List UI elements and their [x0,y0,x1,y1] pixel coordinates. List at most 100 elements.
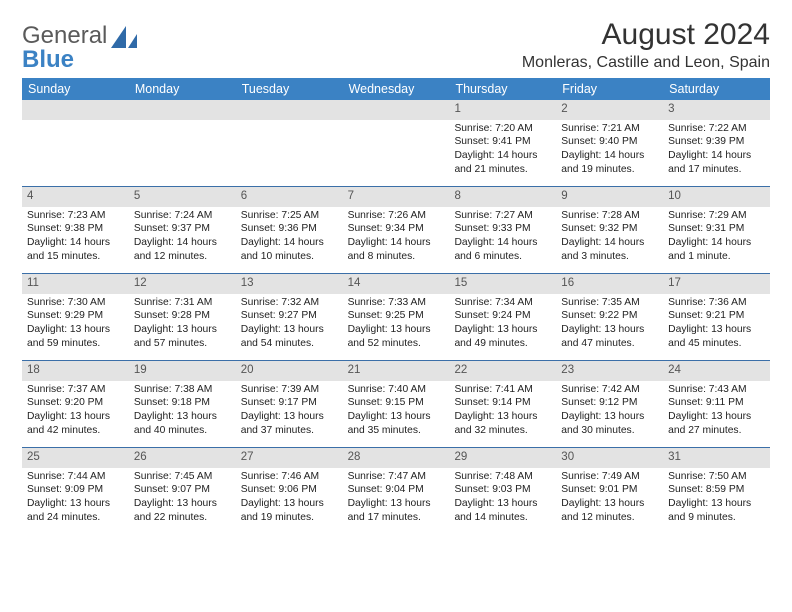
day-info-line: Sunrise: 7:26 AM [348,209,445,223]
day-number [22,100,129,120]
day-info-line: Sunrise: 7:31 AM [134,296,231,310]
day-info-line: and 3 minutes. [561,250,658,264]
day-info-line: and 14 minutes. [454,511,551,525]
day-number [343,100,450,120]
day-info-line: Sunset: 9:29 PM [27,309,124,323]
day-number: 18 [22,361,129,381]
day-info-line: and 35 minutes. [348,424,445,438]
day-info-line: and 19 minutes. [241,511,338,525]
day-info-line: Sunrise: 7:32 AM [241,296,338,310]
day-number: 1 [449,100,556,120]
day-cell: 15Sunrise: 7:34 AMSunset: 9:24 PMDayligh… [449,274,556,360]
day-info-line: Sunset: 9:40 PM [561,135,658,149]
day-info-line: Daylight: 13 hours [134,323,231,337]
day-info-line: and 17 minutes. [348,511,445,525]
day-cell: 29Sunrise: 7:48 AMSunset: 9:03 PMDayligh… [449,448,556,534]
day-info-line: Sunset: 9:15 PM [348,396,445,410]
day-number: 24 [663,361,770,381]
day-number: 17 [663,274,770,294]
week-row: 11Sunrise: 7:30 AMSunset: 9:29 PMDayligh… [22,273,770,360]
day-info-line: Daylight: 14 hours [668,236,765,250]
brand-part1: General [22,22,107,49]
day-info-line: Sunset: 8:59 PM [668,483,765,497]
calendar: SundayMondayTuesdayWednesdayThursdayFrid… [22,78,770,534]
day-info-line: Sunrise: 7:48 AM [454,470,551,484]
day-number: 9 [556,187,663,207]
day-info-line: Sunrise: 7:23 AM [27,209,124,223]
day-number: 16 [556,274,663,294]
day-info-line: Sunrise: 7:36 AM [668,296,765,310]
day-number: 6 [236,187,343,207]
day-info-line: Daylight: 13 hours [348,497,445,511]
day-info-line: Sunrise: 7:44 AM [27,470,124,484]
dow-header-row: SundayMondayTuesdayWednesdayThursdayFrid… [22,78,770,100]
day-info-line: Sunrise: 7:25 AM [241,209,338,223]
day-info-line: and 32 minutes. [454,424,551,438]
dow-cell: Monday [129,78,236,100]
day-info-line: Daylight: 13 hours [241,497,338,511]
day-number: 22 [449,361,556,381]
day-info-line: and 37 minutes. [241,424,338,438]
day-info-line: and 30 minutes. [561,424,658,438]
day-info-line: Daylight: 13 hours [561,410,658,424]
day-info-line: and 59 minutes. [27,337,124,351]
day-info-line: and 21 minutes. [454,163,551,177]
day-info-line: Sunset: 9:31 PM [668,222,765,236]
day-info-line: Daylight: 14 hours [134,236,231,250]
day-info-line: Sunset: 9:25 PM [348,309,445,323]
day-info-line: and 52 minutes. [348,337,445,351]
day-info-line: Sunrise: 7:28 AM [561,209,658,223]
day-info-line: Sunset: 9:20 PM [27,396,124,410]
day-info-line: Sunset: 9:24 PM [454,309,551,323]
sail-icon [111,26,137,53]
day-info-line: Sunset: 9:03 PM [454,483,551,497]
day-info-line: Sunrise: 7:20 AM [454,122,551,136]
day-info-line: and 27 minutes. [668,424,765,438]
day-info-line: Daylight: 13 hours [454,410,551,424]
day-number: 21 [343,361,450,381]
day-info-line: Daylight: 14 hours [241,236,338,250]
day-info-line: Sunset: 9:38 PM [27,222,124,236]
day-number: 25 [22,448,129,468]
dow-cell: Wednesday [343,78,450,100]
day-info-line: Sunset: 9:01 PM [561,483,658,497]
month-title: August 2024 [522,18,770,52]
day-info-line: Daylight: 13 hours [454,323,551,337]
dow-cell: Thursday [449,78,556,100]
week-row: 25Sunrise: 7:44 AMSunset: 9:09 PMDayligh… [22,447,770,534]
day-number: 29 [449,448,556,468]
day-info-line: Sunset: 9:14 PM [454,396,551,410]
day-info-line: Sunrise: 7:39 AM [241,383,338,397]
day-info-line: Daylight: 13 hours [668,323,765,337]
day-cell: 25Sunrise: 7:44 AMSunset: 9:09 PMDayligh… [22,448,129,534]
day-number: 26 [129,448,236,468]
day-info-line: Daylight: 14 hours [348,236,445,250]
day-cell-empty [343,100,450,186]
day-cell-empty [22,100,129,186]
day-info-line: Daylight: 14 hours [668,149,765,163]
day-info-line: Daylight: 13 hours [561,497,658,511]
day-info-line: Sunset: 9:17 PM [241,396,338,410]
day-number: 28 [343,448,450,468]
day-info-line: Sunrise: 7:30 AM [27,296,124,310]
day-number: 12 [129,274,236,294]
day-info-line: and 6 minutes. [454,250,551,264]
day-info-line: Daylight: 14 hours [454,236,551,250]
day-cell: 18Sunrise: 7:37 AMSunset: 9:20 PMDayligh… [22,361,129,447]
day-number: 15 [449,274,556,294]
day-cell: 16Sunrise: 7:35 AMSunset: 9:22 PMDayligh… [556,274,663,360]
day-info-line: Sunrise: 7:43 AM [668,383,765,397]
day-cell: 11Sunrise: 7:30 AMSunset: 9:29 PMDayligh… [22,274,129,360]
day-info-line: Sunset: 9:33 PM [454,222,551,236]
day-info-line: Sunrise: 7:22 AM [668,122,765,136]
day-info-line: Daylight: 13 hours [134,497,231,511]
day-info-line: Sunset: 9:27 PM [241,309,338,323]
day-info-line: Daylight: 14 hours [454,149,551,163]
day-number: 14 [343,274,450,294]
day-info-line: Sunset: 9:37 PM [134,222,231,236]
day-number: 30 [556,448,663,468]
day-info-line: Sunset: 9:34 PM [348,222,445,236]
day-info-line: and 24 minutes. [27,511,124,525]
day-number: 19 [129,361,236,381]
day-info-line: Daylight: 13 hours [27,323,124,337]
